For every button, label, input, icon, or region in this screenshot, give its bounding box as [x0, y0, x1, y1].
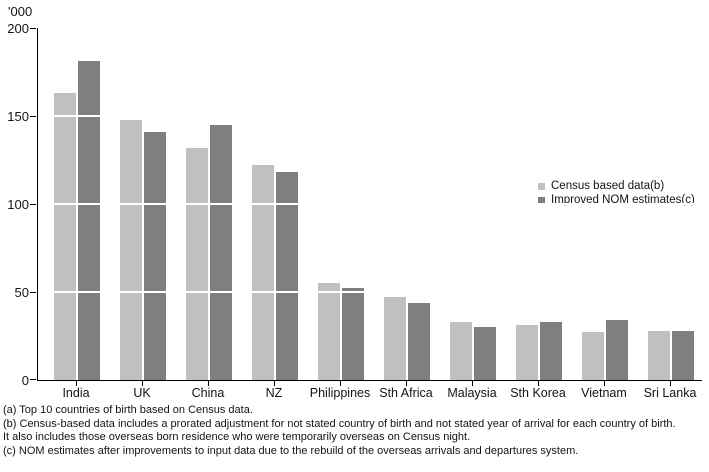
x-axis-label-vietnam: Vietnam	[581, 386, 627, 400]
plot-area	[37, 28, 702, 381]
y-axis-unit-label: '000	[8, 4, 33, 19]
bar-census-sth-africa	[384, 297, 406, 380]
y-axis-tick-150	[30, 116, 36, 117]
bar-nom-india	[78, 61, 100, 380]
gridline-50	[38, 291, 702, 293]
footnotes: (a) Top 10 countries of birth based on C…	[3, 404, 676, 459]
x-axis-tick-india	[76, 381, 77, 386]
x-axis-label-malaysia: Malaysia	[447, 386, 497, 400]
x-axis-label-sri-lanka: Sri Lanka	[643, 386, 697, 400]
x-axis-label-nz: NZ	[265, 386, 283, 400]
bar-nom-philippines	[342, 288, 364, 380]
x-axis-label-sth-africa: Sth Africa	[379, 386, 433, 400]
bar-nom-vietnam	[606, 320, 628, 380]
bar-census-malaysia	[450, 321, 472, 380]
gridline-150	[38, 115, 702, 117]
footnote-c: (c) NOM estimates after improvements to …	[3, 445, 579, 458]
bar-nom-nz	[276, 172, 298, 380]
bar-census-china	[186, 147, 208, 380]
bar-census-sth-korea	[516, 325, 538, 380]
x-axis-label-sth-korea: Sth Korea	[510, 386, 566, 400]
bar-nom-sth-africa	[408, 302, 430, 380]
legend-item-census: Census based data(b)	[538, 179, 695, 193]
bar-nom-sth-korea	[540, 321, 562, 380]
x-axis-tick-sri-lanka	[670, 381, 671, 386]
bar-nom-malaysia	[474, 327, 496, 380]
bar-nom-china	[210, 124, 232, 380]
bar-census-nz	[252, 165, 274, 380]
y-axis-tick-50	[30, 292, 36, 293]
footnote-b: (b) Census-based data includes a prorate…	[3, 417, 676, 430]
y-axis-label-0: 0	[21, 373, 29, 388]
y-axis-label-50: 50	[14, 285, 29, 300]
footnote-a: (a) Top 10 countries of birth based on C…	[3, 404, 253, 416]
x-axis-tick-philippines	[340, 381, 341, 386]
x-axis-tick-china	[208, 381, 209, 386]
x-axis-tick-vietnam	[604, 381, 605, 386]
x-axis-tick-nz	[274, 381, 275, 386]
x-axis-tick-uk	[142, 381, 143, 386]
y-axis-label-100: 100	[7, 197, 29, 212]
gridline-100	[38, 203, 702, 205]
bar-census-sri-lanka	[648, 330, 670, 380]
bar-census-india	[54, 93, 76, 380]
y-axis-label-200: 200	[7, 21, 29, 36]
footnote-b-continued: It also includes those overseas born res…	[3, 431, 471, 444]
x-axis-label-india: India	[62, 386, 90, 400]
bar-census-philippines	[318, 283, 340, 380]
x-axis-tick-sth-korea	[538, 381, 539, 386]
x-axis-label-china: China	[191, 386, 225, 400]
y-axis-tick-200	[30, 28, 36, 29]
bar-census-uk	[120, 119, 142, 380]
x-axis-tick-sth-africa	[406, 381, 407, 386]
legend-swatch-nom	[538, 196, 545, 204]
legend-swatch-census	[538, 182, 545, 190]
bar-nom-sri-lanka	[672, 330, 694, 380]
x-axis-label-philippines: Philippines	[309, 386, 371, 400]
bar-nom-uk	[144, 131, 166, 380]
x-axis-tick-malaysia	[472, 381, 473, 386]
legend-label-census: Census based data(b)	[551, 180, 665, 192]
x-axis-label-uk: UK	[133, 386, 151, 400]
y-axis-tick-0	[30, 379, 36, 380]
y-axis-label-150: 150	[7, 109, 29, 124]
y-axis-tick-100	[30, 204, 36, 205]
bar-census-vietnam	[582, 332, 604, 380]
